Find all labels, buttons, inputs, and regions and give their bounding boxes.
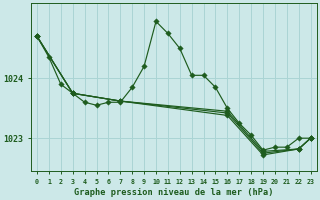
X-axis label: Graphe pression niveau de la mer (hPa): Graphe pression niveau de la mer (hPa) — [74, 188, 274, 197]
